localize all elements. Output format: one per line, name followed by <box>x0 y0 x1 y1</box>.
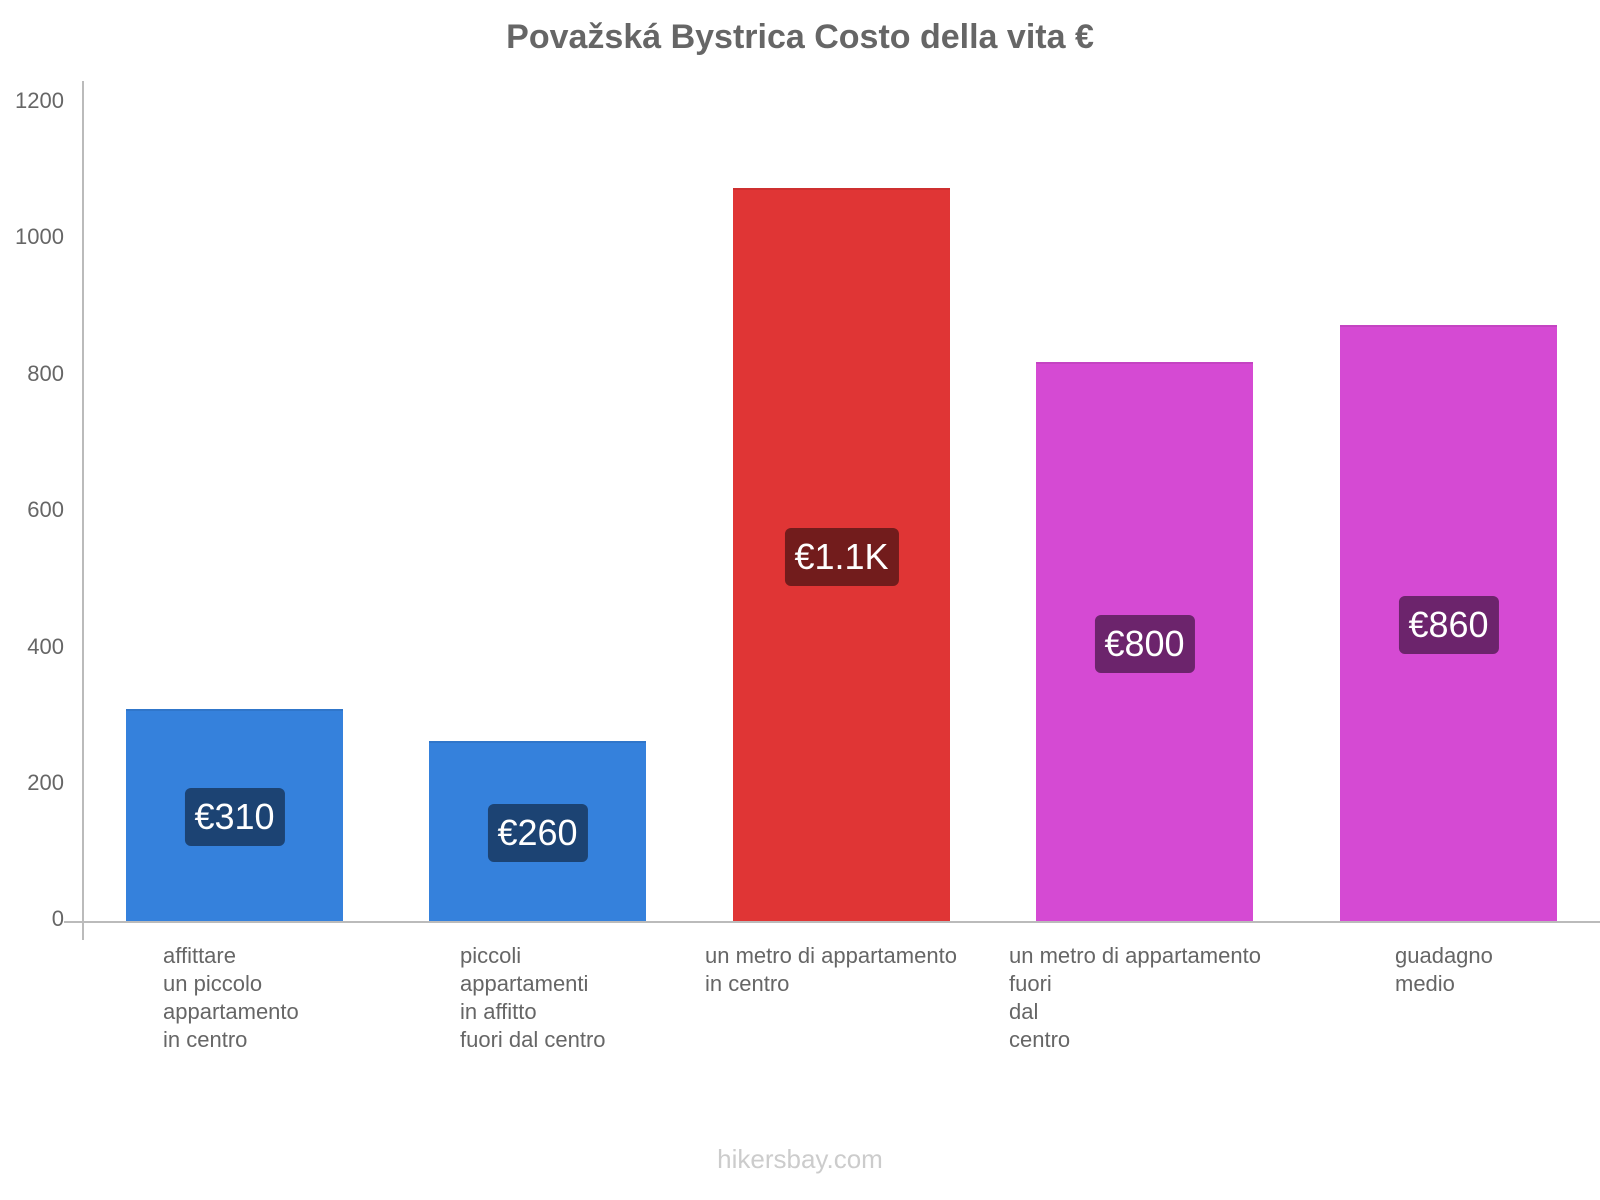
x-tick-label: guadagno medio <box>1395 943 1493 996</box>
y-tick-label: 400 <box>27 634 64 659</box>
y-axis-line <box>82 81 84 940</box>
bar: €1.1K <box>733 188 950 921</box>
x-tick-label: un metro di appartamento fuori dal centr… <box>1009 943 1261 1052</box>
bar: €260 <box>429 740 646 921</box>
bar-value-label: €1.1K <box>784 527 899 586</box>
bar-value-label: €800 <box>1094 614 1195 673</box>
y-tick-label: 1200 <box>15 88 64 113</box>
bar: €860 <box>1340 324 1557 921</box>
x-axis-line <box>64 921 1600 923</box>
bar-value-label: €860 <box>1398 595 1499 654</box>
x-tick-label: un metro di appartamento in centro <box>705 943 957 996</box>
y-tick-label: 0 <box>51 906 64 931</box>
chart-title: Považská Bystrica Costo della vita € <box>506 18 1094 56</box>
y-tick-label: 200 <box>27 770 64 795</box>
x-tick-label: piccoli appartamenti in affitto fuori da… <box>460 943 606 1052</box>
bar: €800 <box>1036 362 1253 921</box>
bar: €310 <box>126 708 343 921</box>
y-tick-label: 600 <box>27 497 64 522</box>
bar-value-label: €310 <box>184 787 285 846</box>
x-tick-label: affittare un piccolo appartamento in cen… <box>163 943 299 1052</box>
y-tick-label: 1000 <box>15 224 64 249</box>
footer-watermark: hikersbay.com <box>717 1144 883 1174</box>
y-tick-label: 800 <box>27 361 64 386</box>
bar-value-label: €260 <box>487 803 588 862</box>
